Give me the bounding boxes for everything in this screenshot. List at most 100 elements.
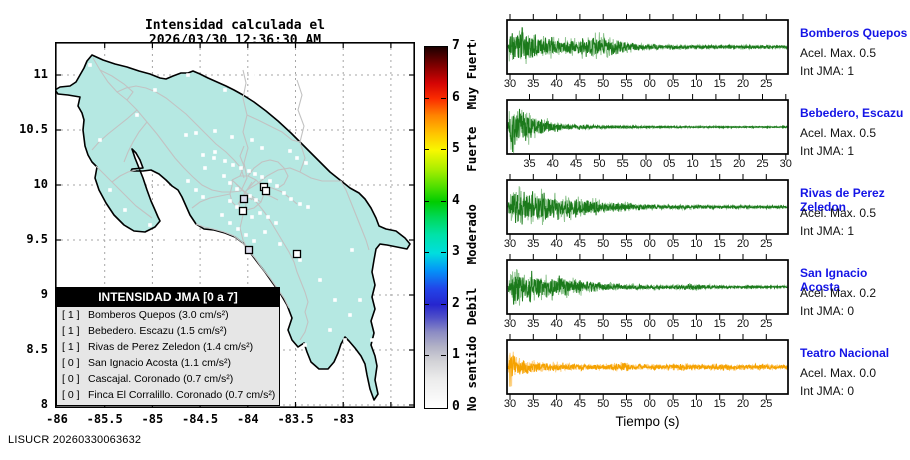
legend-station-label: Finca El Corralillo. Coronado (0.7 cm/s²… bbox=[88, 389, 276, 401]
station-dot bbox=[274, 221, 278, 225]
station-dot bbox=[83, 158, 87, 162]
colorbar-number: 1 bbox=[452, 347, 460, 363]
station-dot bbox=[228, 199, 232, 203]
station-int-jma: Int JMA: 0 bbox=[800, 384, 855, 398]
latitude-tick-label: 9 bbox=[40, 287, 48, 301]
reporting-station-marker bbox=[239, 194, 249, 204]
station-dot bbox=[278, 242, 282, 246]
road-line bbox=[239, 145, 245, 177]
colorbar-tick bbox=[441, 98, 446, 99]
station-dot bbox=[184, 133, 188, 137]
time-tick-label: 35 bbox=[523, 158, 536, 170]
station-name: Bomberos Quepos bbox=[800, 26, 908, 40]
station-dot bbox=[306, 205, 310, 209]
station-dot bbox=[250, 138, 254, 142]
time-tick-labels: 30 35 40 45 50 55 00 05 10 15 20 25 bbox=[504, 398, 789, 411]
station-dot bbox=[235, 187, 239, 191]
intensity-category-label: Moderado bbox=[464, 204, 479, 264]
longitude-tick-label: -83.5 bbox=[277, 412, 314, 426]
station-dot bbox=[275, 184, 279, 188]
trace-frame bbox=[506, 19, 789, 75]
station-dot bbox=[123, 208, 127, 212]
intensity-category-label: Debil bbox=[464, 288, 479, 326]
road-line bbox=[340, 180, 370, 251]
time-tick-label: 20 bbox=[733, 158, 746, 170]
station-dot bbox=[318, 278, 322, 282]
station-dot bbox=[186, 179, 190, 183]
station-dot bbox=[223, 88, 227, 92]
jma-legend-title: INTENSIDAD JMA [0 a 7] bbox=[57, 288, 279, 307]
latitude-tick-label: 9.5 bbox=[26, 232, 48, 246]
road-line bbox=[296, 79, 306, 173]
time-tick-label: 25 bbox=[760, 318, 773, 330]
road-line bbox=[91, 109, 138, 151]
station-dot bbox=[350, 248, 354, 252]
legend-station-label: San Ignacio Acosta (1.1 cm/s²) bbox=[88, 357, 231, 369]
station-info: Bebedero, Escazu Acel. Max. 0.5 Int JMA: 1 bbox=[800, 94, 910, 174]
station-dot bbox=[88, 63, 92, 67]
road-line bbox=[247, 159, 289, 189]
station-int-jma: Int JMA: 1 bbox=[800, 64, 855, 78]
road-line bbox=[191, 193, 231, 209]
legend-station-label: Bebedero. Escazu (1.5 cm/s²) bbox=[88, 325, 227, 337]
legend-station-label: Rivas de Perez Zeledon (1.4 cm/s²) bbox=[88, 341, 254, 353]
costa-rica-landmass bbox=[55, 54, 411, 401]
legend-station-row: [ 0 ] Cascajal. Coronado (0.7 cm/s²) bbox=[57, 371, 279, 387]
colorbar-tick bbox=[424, 149, 429, 150]
legend-station-row: [ 0 ] San Ignacio Acosta (1.1 cm/s²) bbox=[57, 355, 279, 371]
station-dot bbox=[222, 174, 226, 178]
seismogram-trace: 30 35 40 45 50 55 00 05 10 15 20 25 bbox=[504, 14, 789, 94]
time-tick-label: 15 bbox=[713, 398, 726, 410]
road-line bbox=[111, 169, 137, 183]
latitude-tick-label: 10 bbox=[33, 177, 48, 191]
legend-station-label: Cascajal. Coronado (0.7 cm/s²) bbox=[88, 373, 234, 385]
time-tick-label: 50 bbox=[597, 78, 610, 90]
station-dot bbox=[254, 198, 258, 202]
station-name: Teatro Nacional bbox=[800, 346, 890, 360]
station-info: Teatro Nacional Acel. Max. 0.0 Int JMA: 0 bbox=[800, 334, 910, 414]
time-tick-label: 40 bbox=[546, 158, 559, 170]
station-dot bbox=[348, 313, 352, 317]
time-tick-label: 10 bbox=[690, 318, 703, 330]
station-dot bbox=[258, 211, 262, 215]
time-tick-label: 05 bbox=[666, 398, 680, 410]
station-dot bbox=[333, 298, 337, 302]
time-tick-label: 55 bbox=[620, 78, 633, 90]
station-dot bbox=[236, 227, 240, 231]
station-dot bbox=[288, 149, 292, 153]
longitude-tick-label: -85.5 bbox=[86, 412, 123, 426]
time-tick-labels: 30 35 40 45 50 55 00 05 10 15 20 25 bbox=[504, 238, 789, 251]
station-dot bbox=[239, 166, 243, 170]
time-tick-label: 05 bbox=[666, 238, 680, 250]
time-tick-label: 15 bbox=[713, 238, 726, 250]
time-tick-label: 20 bbox=[736, 318, 750, 330]
time-tick-label: 45 bbox=[573, 78, 587, 90]
legend-intensity-value: [ 1 ] bbox=[62, 309, 80, 321]
time-tick-label: 10 bbox=[690, 238, 703, 250]
time-tick-label: 35 bbox=[527, 78, 540, 90]
station-accel-max: Acel. Max. 0.5 bbox=[800, 46, 877, 60]
time-tick-label: 05 bbox=[663, 158, 676, 170]
time-tick-label: 40 bbox=[550, 238, 563, 250]
station-dot bbox=[289, 197, 293, 201]
colorbar-number: 0 bbox=[452, 399, 460, 414]
time-tick-label: 50 bbox=[597, 318, 610, 330]
station-dot bbox=[370, 338, 374, 342]
station-dot bbox=[282, 191, 286, 195]
trace-frame bbox=[506, 99, 789, 155]
time-tick-label: 25 bbox=[760, 78, 773, 90]
jma-legend: INTENSIDAD JMA [0 a 7] [ 1 ] Bomberos Que… bbox=[56, 287, 280, 406]
station-dot bbox=[213, 129, 217, 133]
station-dot bbox=[248, 194, 252, 198]
time-tick-label: 45 bbox=[573, 318, 587, 330]
road-line bbox=[240, 69, 249, 192]
colorbar-number: 3 bbox=[452, 244, 460, 260]
waveform-line bbox=[507, 109, 788, 154]
trace-frame bbox=[506, 179, 789, 235]
longitude-tick-label: -84 bbox=[236, 412, 259, 426]
station-accel-max: Acel. Max. 0.0 bbox=[800, 366, 877, 380]
longitude-tick-label: -85 bbox=[141, 412, 164, 426]
latitude-tick-label: 10.5 bbox=[19, 122, 48, 136]
station-accel-max: Acel. Max. 0.5 bbox=[800, 126, 877, 140]
